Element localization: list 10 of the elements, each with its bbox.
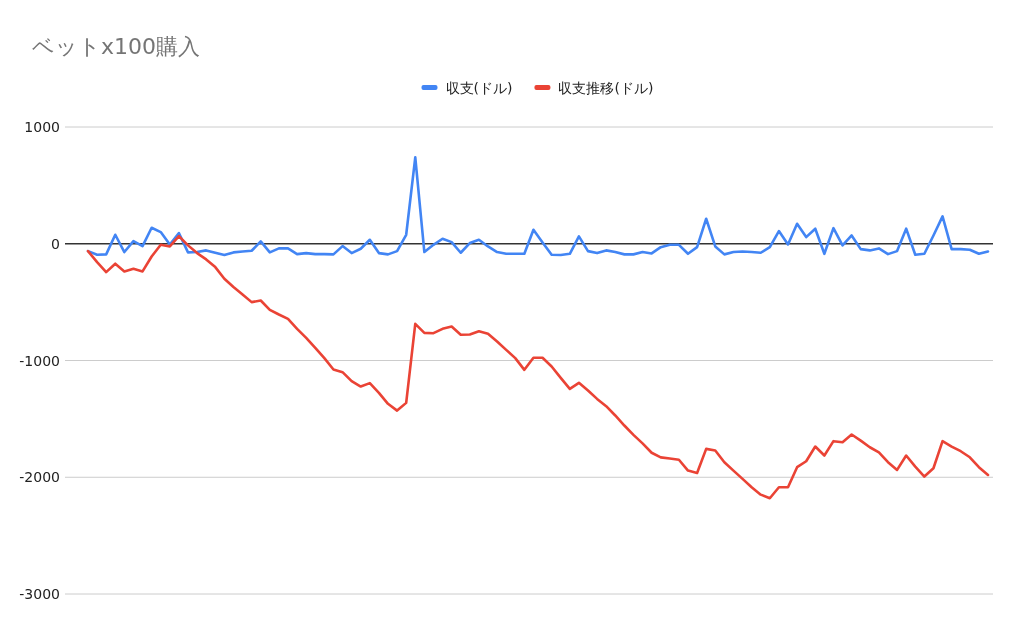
chart-title: ベットx100購入 — [32, 34, 201, 59]
y-tick-label: 1000 — [24, 119, 60, 135]
line-series — [86, 234, 990, 500]
legend-label: 収支推移(ドル) — [558, 80, 654, 96]
y-tick-label: 0 — [51, 235, 60, 252]
line-series — [86, 156, 990, 257]
y-tick-label: -1000 — [19, 352, 60, 369]
y-tick-label: -2000 — [19, 469, 60, 486]
legend-label: 収支(ドル) — [445, 80, 513, 96]
y-tick-label: -3000 — [19, 586, 60, 602]
